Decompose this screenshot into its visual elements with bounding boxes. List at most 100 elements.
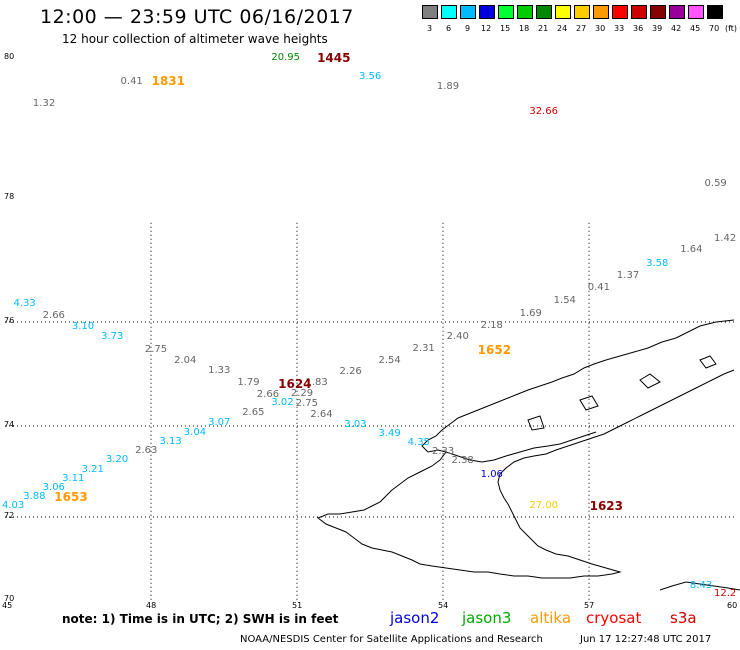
longitude-label: 45 <box>2 601 13 610</box>
longitude-label: 57 <box>584 601 595 610</box>
wave-height-label: 3.73 <box>101 331 124 343</box>
wave-height-label: 2.29 <box>290 387 314 399</box>
legend-value: 70 <box>709 24 720 33</box>
longitude-label: 48 <box>146 601 157 610</box>
wave-height-label: 2.75 <box>144 343 168 355</box>
fjord-detail-1 <box>699 355 717 369</box>
legend-swatch <box>650 5 666 19</box>
footer-note: note: 1) Time is in UTC; 2) SWH is in fe… <box>62 612 339 626</box>
wave-height-label: 1.64 <box>680 244 703 256</box>
satellite-name: altika <box>530 609 572 627</box>
wave-height-label: 1.32 <box>32 97 56 109</box>
wave-height-label: 3.11 <box>62 472 85 484</box>
wave-height-label: 3.02 <box>271 397 294 409</box>
latitude-label: 74 <box>4 420 15 429</box>
generated-timestamp: Jun 17 12:27:48 UTC 2017 <box>580 634 712 645</box>
legend-swatch <box>422 5 438 19</box>
fjord-detail-2 <box>639 373 661 389</box>
legend-value: 33 <box>614 24 625 33</box>
wave-height-label: 2.18 <box>480 320 503 332</box>
latitude-label: 72 <box>4 511 15 520</box>
pass-time-label: 1652 <box>477 342 512 357</box>
wave-height-label: 1.89 <box>436 81 460 93</box>
credit-text: NOAA/NESDIS Center for Satellite Applica… <box>240 634 543 645</box>
wave-height-label: 3.88 <box>23 490 46 502</box>
legend-swatch <box>517 5 533 19</box>
wave-height-label: 0.41 <box>120 75 143 87</box>
wave-height-label: 3.04 <box>183 427 207 439</box>
wave-height-label: 3.49 <box>378 428 401 440</box>
wave-height-label: 1.37 <box>616 269 640 281</box>
legend-swatch <box>574 5 590 19</box>
legend-swatch <box>536 5 552 19</box>
satellite-name: jason2 <box>390 609 440 627</box>
legend-value: 42 <box>671 24 682 33</box>
wave-height-label: 1.83 <box>305 377 328 389</box>
legend-swatch <box>460 5 476 19</box>
wave-height-label: 3.56 <box>359 71 382 83</box>
legend-value: 18 <box>519 24 530 33</box>
fjord-detail-4 <box>527 415 545 431</box>
latitude-label: 76 <box>4 316 15 325</box>
wave-height-label: 2.66 <box>256 389 280 401</box>
wave-height-label: 20.95 <box>271 52 301 64</box>
wave-height-label: 1.54 <box>553 294 576 306</box>
wave-height-label: 2.31 <box>412 342 435 354</box>
wave-height-label: 2.75 <box>295 398 318 410</box>
legend-value: 3 <box>427 24 433 33</box>
wave-height-label: 2.64 <box>310 408 333 420</box>
pass-time-label: 1445 <box>317 51 351 66</box>
wave-height-label: 4.03 <box>2 499 25 511</box>
wave-height-label: 2.65 <box>242 406 265 418</box>
wave-height-label: 27.00 <box>529 499 558 511</box>
latitude-label: 70 <box>4 594 15 603</box>
map-subtitle: 12 hour collection of altimeter wave hei… <box>62 32 328 46</box>
wave-height-label: 3.21 <box>81 463 104 475</box>
legend-swatch <box>441 5 457 19</box>
wave-height-label: 3.13 <box>159 436 182 448</box>
wave-height-label: 32.66 <box>529 105 558 117</box>
wave-height-label: 3.58 <box>646 257 669 269</box>
matochkin-shar-strait-coast <box>445 431 597 463</box>
legend-swatch <box>479 5 495 19</box>
wave-height-label: 0.59 <box>704 178 727 190</box>
legend-swatch <box>612 5 628 19</box>
satellite-name: jason3 <box>462 609 512 627</box>
wave-height-label: 4.35 <box>407 437 430 449</box>
wave-height-label: 2.04 <box>174 355 197 367</box>
wave-height-label: 2.40 <box>446 330 469 342</box>
wave-height-label: 8.43 <box>689 579 713 591</box>
legend-value: 6 <box>446 24 452 33</box>
legend-swatch <box>707 5 723 19</box>
wave-height-label: 3.07 <box>208 417 231 429</box>
wave-height-label: 2.33 <box>432 446 455 458</box>
legend-value: 45 <box>690 24 701 33</box>
lat-lon-grid <box>5 222 735 600</box>
wave-height-label: 2.26 <box>339 365 362 377</box>
wave-height-label: 12.2 <box>714 588 737 600</box>
legend-value: 24 <box>557 24 568 33</box>
legend-value: 39 <box>652 24 663 33</box>
longitude-label: 54 <box>438 601 449 610</box>
wave-height-label: 2.63 <box>135 445 158 457</box>
wave-height-label: 1.69 <box>519 307 542 319</box>
legend-value: 12 <box>481 24 492 33</box>
fjord-detail-3 <box>579 395 599 411</box>
legend-value: 21 <box>538 24 549 33</box>
longitude-label: 51 <box>292 601 303 610</box>
mainland-coast <box>659 581 740 591</box>
legend-value: 15 <box>500 24 511 33</box>
wave-height-label: 2.66 <box>42 310 65 322</box>
wave-height-label: 1.79 <box>237 377 260 389</box>
wave-height-label: 1.33 <box>208 364 231 376</box>
wave-height-label: 3.20 <box>105 454 129 466</box>
longitude-label: 60 <box>727 601 738 610</box>
wave-height-label: 0.41 <box>587 282 610 294</box>
legend-swatch <box>631 5 647 19</box>
pass-time-label: 1653 <box>54 489 88 504</box>
wave-height-label: 3.10 <box>71 321 95 333</box>
wave-height-label: 1.42 <box>714 232 737 244</box>
novaya-zemlya-north-island-coast <box>316 319 735 579</box>
wave-height-label: 1.06 <box>480 469 503 481</box>
